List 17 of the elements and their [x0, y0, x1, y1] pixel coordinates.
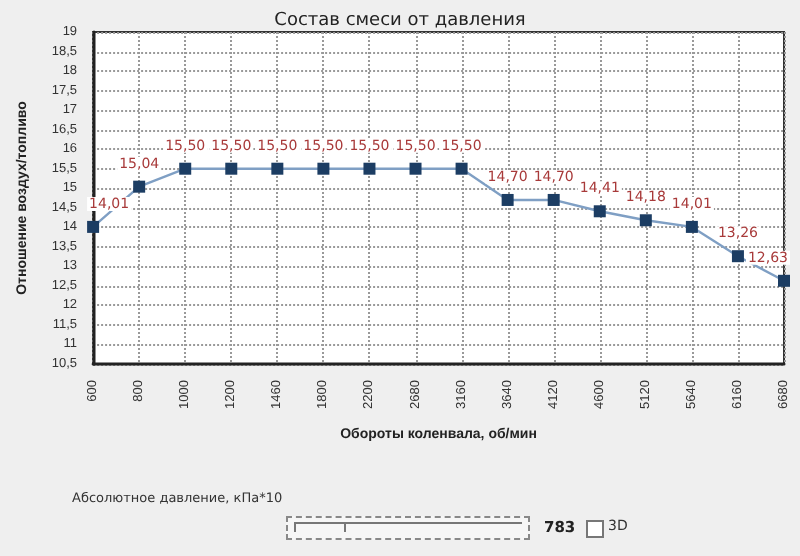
point [639, 214, 652, 227]
point [179, 162, 192, 175]
point [363, 162, 376, 175]
point [731, 250, 744, 263]
point [133, 180, 146, 193]
point [271, 162, 284, 175]
point [778, 274, 790, 287]
point [593, 205, 606, 218]
point [87, 220, 100, 233]
point [455, 162, 468, 175]
point [317, 162, 330, 175]
point [225, 162, 238, 175]
point [409, 162, 422, 175]
point [501, 193, 514, 206]
chart-title: Состав смеси от давления [274, 11, 526, 31]
point [547, 193, 560, 206]
point [685, 220, 698, 233]
